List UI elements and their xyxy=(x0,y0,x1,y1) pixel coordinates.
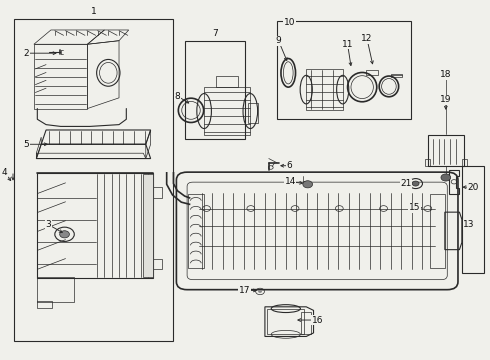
Text: 8: 8 xyxy=(174,91,180,100)
Bar xyxy=(462,166,484,273)
Bar xyxy=(425,158,430,166)
Bar xyxy=(37,301,52,308)
Text: 10: 10 xyxy=(284,18,295,27)
Circle shape xyxy=(303,181,313,188)
Polygon shape xyxy=(144,174,153,277)
Text: 9: 9 xyxy=(276,36,281,45)
Text: 18: 18 xyxy=(440,70,452,79)
Text: 1: 1 xyxy=(91,6,97,15)
Circle shape xyxy=(60,231,70,238)
Text: 21: 21 xyxy=(400,179,412,188)
Bar xyxy=(366,70,378,75)
Circle shape xyxy=(412,181,419,186)
Text: 2: 2 xyxy=(24,49,29,58)
Circle shape xyxy=(441,174,451,181)
Bar xyxy=(248,103,258,123)
Text: 12: 12 xyxy=(361,35,373,44)
Text: 7: 7 xyxy=(212,29,218,38)
Text: 4: 4 xyxy=(2,168,7,177)
Text: 20: 20 xyxy=(467,183,479,192)
Bar xyxy=(152,187,162,198)
Text: 19: 19 xyxy=(440,95,452,104)
Text: 5: 5 xyxy=(24,140,29,149)
Text: 17: 17 xyxy=(239,285,250,294)
Bar xyxy=(277,21,411,119)
Bar xyxy=(185,41,245,139)
Text: 11: 11 xyxy=(342,40,353,49)
Bar xyxy=(37,277,74,302)
Circle shape xyxy=(258,290,262,293)
Bar xyxy=(152,258,162,269)
Text: 16: 16 xyxy=(312,315,323,324)
Text: 15: 15 xyxy=(409,203,420,212)
Text: 3: 3 xyxy=(46,220,51,229)
Bar xyxy=(428,135,465,166)
Text: 6: 6 xyxy=(286,161,292,170)
Bar xyxy=(15,19,172,341)
Bar xyxy=(462,158,467,166)
Text: 13: 13 xyxy=(464,220,475,229)
Text: 14: 14 xyxy=(285,177,296,186)
Bar xyxy=(392,73,402,77)
